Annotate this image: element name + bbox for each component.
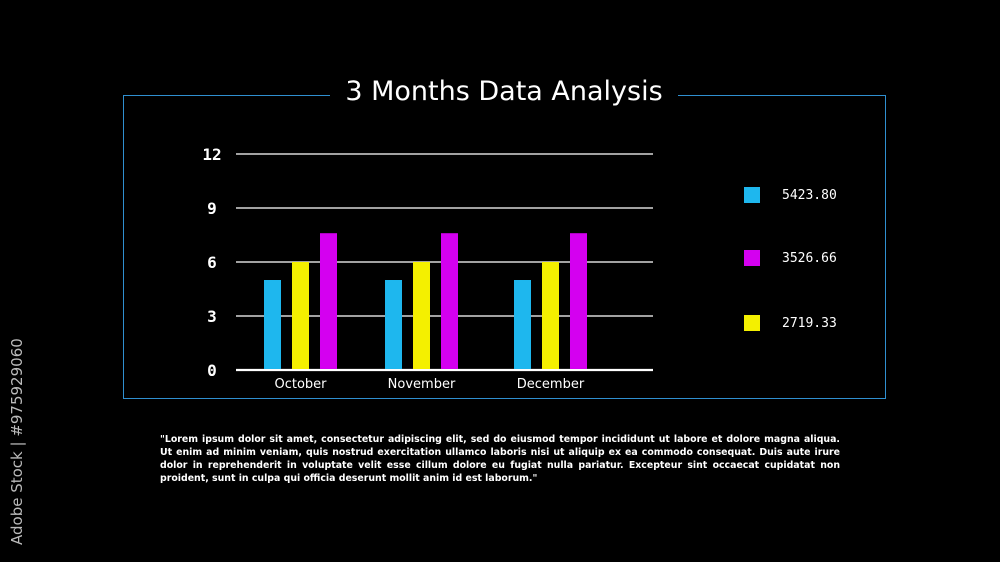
stock-watermark: Adobe Stock | #975929060 bbox=[8, 338, 26, 545]
bar-november-1 bbox=[385, 280, 402, 369]
bar-october-1 bbox=[264, 280, 281, 369]
y-tick-label: 12 bbox=[202, 145, 221, 164]
bar-december-2 bbox=[542, 262, 559, 369]
bar-december-3 bbox=[570, 233, 587, 369]
bar-october-2 bbox=[292, 262, 309, 369]
legend-item-2: 3526.66 bbox=[744, 249, 837, 267]
legend-value-3: 2719.33 bbox=[782, 315, 837, 331]
bar-november-2 bbox=[413, 262, 430, 369]
y-tick-label: 3 bbox=[207, 307, 217, 326]
y-tick-label: 6 bbox=[207, 253, 217, 272]
legend-swatch-2 bbox=[744, 250, 760, 266]
x-tick-label: November bbox=[388, 377, 456, 392]
bar-october-3 bbox=[320, 233, 337, 369]
bar-november-3 bbox=[441, 233, 458, 369]
chart-title: 3 Months Data Analysis bbox=[330, 72, 678, 112]
legend-item-3: 2719.33 bbox=[744, 314, 837, 332]
y-tick-label: 0 bbox=[207, 361, 217, 380]
y-tick-label: 9 bbox=[207, 199, 217, 218]
legend-value-2: 3526.66 bbox=[782, 250, 837, 266]
x-tick-label: October bbox=[274, 377, 327, 392]
legend-value-1: 5423.80 bbox=[782, 187, 837, 203]
legend-swatch-1 bbox=[744, 187, 760, 203]
x-tick-label: December bbox=[517, 377, 585, 392]
legend-item-1: 5423.80 bbox=[744, 186, 837, 204]
legend-swatch-3 bbox=[744, 315, 760, 331]
bar-december-1 bbox=[514, 280, 531, 369]
description-paragraph: "Lorem ipsum dolor sit amet, consectetur… bbox=[160, 434, 840, 484]
